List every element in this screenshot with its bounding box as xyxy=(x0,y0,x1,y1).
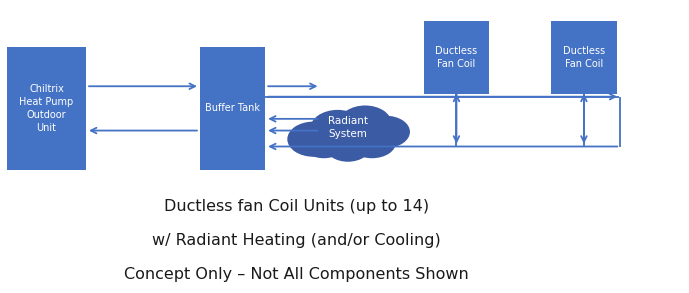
Text: Concept Only – Not All Components Shown: Concept Only – Not All Components Shown xyxy=(124,267,469,282)
Ellipse shape xyxy=(310,110,365,148)
Ellipse shape xyxy=(362,116,410,148)
Ellipse shape xyxy=(339,105,391,141)
Text: Chiltrix
Heat Pump
Outdoor
Unit: Chiltrix Heat Pump Outdoor Unit xyxy=(19,84,74,133)
Text: Radiant
System: Radiant System xyxy=(328,116,368,139)
Ellipse shape xyxy=(348,126,396,158)
Text: Buffer Tank: Buffer Tank xyxy=(205,103,260,113)
Text: Ductless
Fan Coil: Ductless Fan Coil xyxy=(563,45,605,69)
FancyBboxPatch shape xyxy=(424,21,489,94)
FancyBboxPatch shape xyxy=(551,21,617,94)
FancyBboxPatch shape xyxy=(200,47,265,170)
Ellipse shape xyxy=(325,131,371,162)
Text: Ductless
Fan Coil: Ductless Fan Coil xyxy=(435,45,477,69)
Ellipse shape xyxy=(302,129,346,158)
Text: Ductless fan Coil Units (up to 14): Ductless fan Coil Units (up to 14) xyxy=(164,199,429,214)
Ellipse shape xyxy=(287,122,340,157)
FancyBboxPatch shape xyxy=(7,47,86,170)
Text: w/ Radiant Heating (and/or Cooling): w/ Radiant Heating (and/or Cooling) xyxy=(152,233,441,248)
